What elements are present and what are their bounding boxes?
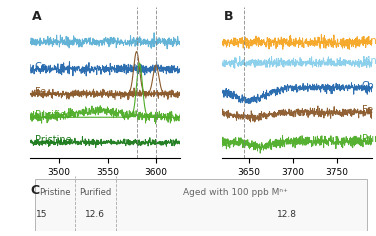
Text: Mn: Mn: [362, 56, 376, 66]
Text: Pristine: Pristine: [39, 188, 70, 197]
Text: Pristine: Pristine: [35, 135, 71, 144]
Text: Fe: Fe: [35, 87, 46, 97]
Text: Fe: Fe: [362, 105, 373, 115]
Text: Purified: Purified: [79, 188, 111, 197]
Text: Purified: Purified: [362, 134, 376, 144]
Text: Mn: Mn: [362, 36, 376, 46]
Text: 12.8: 12.8: [277, 210, 297, 219]
Text: A: A: [32, 10, 41, 23]
Text: 12.6: 12.6: [85, 210, 105, 219]
Text: Purified: Purified: [35, 110, 72, 120]
X-axis label: Raman Shift (cm⁻¹): Raman Shift (cm⁻¹): [250, 182, 344, 192]
Text: C: C: [30, 184, 39, 197]
Text: B: B: [224, 10, 233, 23]
Text: Co: Co: [35, 62, 47, 72]
Text: Co: Co: [362, 81, 374, 91]
Text: Aged with 100 ppb Mⁿ⁺: Aged with 100 ppb Mⁿ⁺: [183, 188, 288, 197]
X-axis label: Raman Shift (cm⁻¹): Raman Shift (cm⁻¹): [58, 182, 152, 192]
Text: 15: 15: [36, 210, 47, 219]
